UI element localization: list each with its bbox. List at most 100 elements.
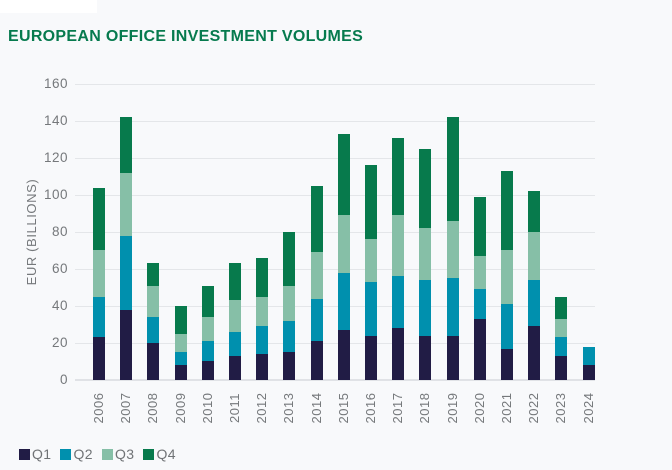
- bar-segment-2008-q2: [147, 317, 159, 343]
- y-tick-label-120: 120: [43, 150, 68, 165]
- bar-segment-2019-q3: [447, 220, 459, 279]
- bar-segment-2019-q4: [447, 117, 459, 221]
- x-tick-label-2014: 2014: [309, 392, 324, 424]
- x-tick-label-2018: 2018: [417, 392, 432, 424]
- bar-segment-2014-q2: [311, 298, 323, 342]
- legend-item-q4: Q4: [143, 446, 176, 462]
- bar-2021: [501, 170, 513, 380]
- bar-segment-2020-q4: [474, 196, 486, 257]
- legend-label-q4: Q4: [156, 446, 176, 462]
- x-tick-label-2019: 2019: [445, 392, 460, 424]
- bar-segment-2012-q3: [256, 296, 268, 327]
- bar-segment-2016-q1: [365, 335, 377, 380]
- chart-title: EUROPEAN OFFICE INVESTMENT VOLUMES: [8, 28, 364, 45]
- top-left-white-strip: [0, 0, 97, 13]
- bar-segment-2019-q2: [447, 278, 459, 336]
- bar-segment-2022-q2: [528, 280, 540, 327]
- bar-2016: [365, 165, 377, 380]
- bar-2009: [175, 306, 187, 380]
- bar-segment-2018-q4: [419, 148, 431, 229]
- legend-item-q3: Q3: [101, 446, 134, 462]
- bar-segment-2015-q4: [338, 133, 350, 216]
- bar-2010: [202, 285, 214, 380]
- y-tick-label-80: 80: [51, 224, 68, 239]
- gridline-20: [75, 343, 595, 344]
- bar-2006: [93, 187, 105, 380]
- bar-segment-2009-q2: [175, 352, 187, 366]
- bar-segment-2007-q4: [120, 117, 132, 173]
- bar-segment-2007-q1: [120, 309, 132, 380]
- bar-2018: [419, 148, 431, 380]
- bar-segment-2019-q1: [447, 335, 459, 380]
- legend-label-q1: Q1: [32, 446, 52, 462]
- bar-segment-2017-q4: [392, 137, 404, 216]
- y-tick-label-140: 140: [43, 113, 68, 128]
- bar-segment-2007-q3: [120, 172, 132, 236]
- bar-segment-2018-q2: [419, 280, 431, 336]
- x-tick-label-2024: 2024: [581, 392, 596, 424]
- bar-segment-2020-q1: [474, 318, 486, 380]
- gridline-120: [75, 158, 595, 159]
- y-tick-label-0: 0: [59, 372, 68, 387]
- bar-segment-2006-q3: [93, 250, 105, 297]
- bar-segment-2023-q4: [555, 296, 567, 319]
- bar-2019: [447, 117, 459, 380]
- bar-segment-2016-q4: [365, 165, 377, 240]
- gridline-80: [75, 232, 595, 233]
- legend-swatch-q2: [60, 448, 72, 460]
- bar-segment-2014-q3: [311, 252, 323, 299]
- x-tick-label-2022: 2022: [526, 392, 541, 424]
- bar-segment-2024-q1: [583, 365, 595, 380]
- gridline-40: [75, 306, 595, 307]
- bar-segment-2024-q2: [583, 346, 595, 366]
- bar-2024: [583, 346, 595, 380]
- legend-label-q2: Q2: [73, 446, 93, 462]
- legend-item-q1: Q1: [19, 446, 51, 462]
- bar-segment-2015-q1: [338, 330, 350, 380]
- x-tick-label-2007: 2007: [118, 392, 133, 424]
- bar-segment-2020-q2: [474, 289, 486, 319]
- bar-2014: [311, 185, 323, 380]
- gridline-100: [75, 195, 595, 196]
- bar-segment-2012-q1: [256, 354, 268, 380]
- bar-segment-2012-q4: [256, 257, 268, 297]
- bar-segment-2017-q1: [392, 328, 404, 380]
- bar-segment-2008-q1: [147, 342, 159, 380]
- bar-segment-2021-q1: [501, 348, 513, 380]
- bar-segment-2022-q4: [528, 191, 540, 232]
- bar-2023: [555, 296, 567, 380]
- bar-segment-2010-q3: [202, 317, 214, 342]
- legend-swatch-q3: [101, 448, 113, 460]
- bar-segment-2011-q1: [229, 355, 241, 380]
- bar-segment-2023-q1: [555, 355, 567, 380]
- bar-segment-2018-q3: [419, 228, 431, 281]
- legend-swatch-q4: [143, 448, 155, 460]
- bar-2022: [528, 191, 540, 380]
- bar-segment-2016-q3: [365, 239, 377, 282]
- bar-segment-2022-q1: [528, 326, 540, 380]
- x-tick-label-2023: 2023: [553, 392, 568, 424]
- bar-2008: [147, 263, 159, 380]
- x-tick-label-2012: 2012: [254, 392, 269, 424]
- bar-segment-2021-q4: [501, 170, 513, 251]
- x-tick-label-2020: 2020: [472, 392, 487, 424]
- bar-segment-2021-q3: [501, 250, 513, 305]
- bar-segment-2009-q4: [175, 306, 187, 334]
- bar-2020: [474, 196, 486, 380]
- bar-segment-2014-q1: [311, 341, 323, 380]
- y-tick-label-100: 100: [43, 187, 68, 202]
- bar-segment-2008-q3: [147, 285, 159, 318]
- bar-segment-2011-q3: [229, 300, 241, 332]
- bar-segment-2015-q2: [338, 272, 350, 331]
- bar-segment-2023-q3: [555, 318, 567, 338]
- gridline-160: [75, 84, 595, 85]
- legend: Q1 Q2 Q3 Q4: [19, 446, 176, 462]
- bar-segment-2013-q2: [283, 320, 295, 353]
- bar-segment-2021-q2: [501, 304, 513, 349]
- bar-segment-2020-q3: [474, 256, 486, 290]
- bar-segment-2009-q3: [175, 333, 187, 353]
- bar-2007: [120, 117, 132, 380]
- bar-segment-2011-q2: [229, 331, 241, 356]
